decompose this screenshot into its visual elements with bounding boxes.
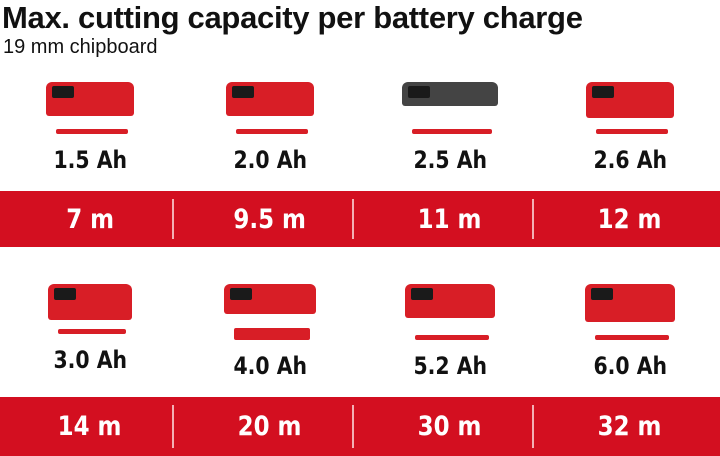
result-band-2: 14 m 20 m 30 m 32 m bbox=[0, 397, 720, 456]
battery-image bbox=[222, 82, 318, 140]
result-band-1: 7 m 9.5 m 11 m 12 m bbox=[0, 191, 720, 247]
battery-capacity: 6.0 Ah bbox=[593, 352, 667, 380]
page-subtitle: 19 mm chipboard bbox=[3, 36, 158, 58]
battery-item: 3.0 Ah bbox=[0, 284, 180, 380]
battery-row-2: 3.0 Ah 4.0 Ah 5.2 Ah 6.0 Ah bbox=[0, 284, 720, 380]
result-value: 7 m bbox=[66, 203, 114, 235]
result-value: 20 m bbox=[172, 397, 360, 456]
battery-item: 2.0 Ah bbox=[180, 82, 360, 174]
battery-image bbox=[581, 284, 679, 346]
battery-capacity: 1.5 Ah bbox=[53, 146, 127, 174]
result-value: 30 m bbox=[352, 397, 540, 456]
battery-capacity: 5.2 Ah bbox=[413, 352, 487, 380]
battery-capacity: 4.0 Ah bbox=[233, 352, 307, 380]
battery-item: 1.5 Ah bbox=[0, 82, 180, 174]
result-value: 12 m bbox=[532, 191, 720, 247]
battery-image bbox=[44, 284, 136, 340]
battery-image bbox=[582, 82, 678, 140]
battery-capacity: 2.0 Ah bbox=[233, 146, 307, 174]
result-value: 9.5 m bbox=[172, 191, 360, 247]
battery-image bbox=[401, 284, 499, 346]
result-value: 32 m bbox=[532, 397, 720, 456]
battery-item: 2.6 Ah bbox=[540, 82, 720, 174]
result-value: 14 m bbox=[58, 411, 122, 442]
battery-image bbox=[220, 284, 320, 346]
page-title: Max. cutting capacity per battery charge bbox=[2, 0, 583, 35]
battery-capacity: 2.6 Ah bbox=[593, 146, 667, 174]
battery-image bbox=[42, 82, 138, 140]
battery-row-1: 1.5 Ah 2.0 Ah 2.5 Ah 2.6 Ah bbox=[0, 82, 720, 174]
battery-item: 2.5 Ah bbox=[360, 82, 540, 174]
result-value: 11 m bbox=[352, 191, 540, 247]
battery-capacity: 2.5 Ah bbox=[413, 146, 487, 174]
battery-image bbox=[398, 82, 502, 140]
battery-item: 5.2 Ah bbox=[360, 284, 540, 380]
battery-capacity: 3.0 Ah bbox=[53, 346, 127, 374]
battery-item: 4.0 Ah bbox=[180, 284, 360, 380]
battery-item: 6.0 Ah bbox=[540, 284, 720, 380]
